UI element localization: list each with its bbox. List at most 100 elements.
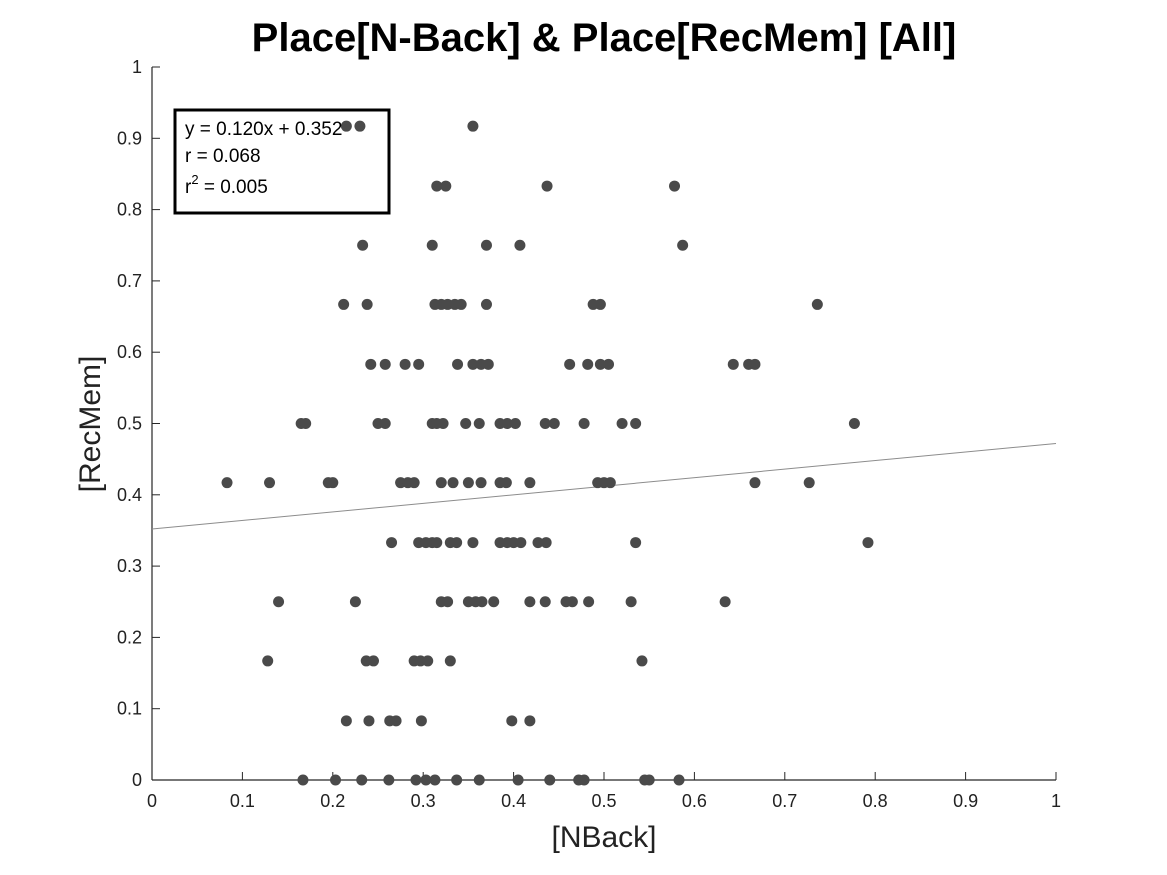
data-point [848, 418, 860, 429]
data-point [643, 774, 655, 786]
data-point [379, 358, 391, 370]
data-point [539, 418, 551, 429]
y-tick-label: 0.5 [117, 414, 142, 434]
data-point [330, 774, 342, 786]
data-point [616, 418, 628, 429]
y-tick-label: 0.2 [117, 627, 142, 647]
data-point [383, 774, 395, 786]
data-point [539, 596, 551, 608]
data-point [340, 120, 352, 132]
data-point [221, 477, 233, 489]
data-point [475, 477, 487, 489]
y-tick-label: 0.9 [117, 128, 142, 148]
data-point [386, 537, 398, 549]
data-point [524, 477, 536, 489]
data-point [476, 596, 488, 608]
stats-r2-prefix: r [185, 177, 192, 198]
data-point [862, 537, 874, 549]
data-point [420, 774, 432, 786]
data-point [467, 358, 479, 370]
data-point [451, 537, 463, 549]
data-point [379, 418, 391, 429]
data-point [564, 358, 576, 370]
data-point [630, 537, 642, 549]
data-point [361, 298, 373, 310]
data-point [544, 774, 556, 786]
data-point [447, 477, 459, 489]
stats-r-squared: r2 = 0.005 [185, 172, 268, 198]
data-point [515, 537, 527, 549]
data-point [541, 180, 553, 192]
data-point [803, 477, 815, 489]
data-point [532, 537, 544, 549]
data-point [451, 774, 463, 786]
stats-box-border [173, 108, 391, 215]
data-point [509, 418, 521, 429]
data-point [578, 774, 590, 786]
data-point [442, 596, 454, 608]
data-point [429, 774, 441, 786]
data-point [467, 537, 479, 549]
stats-r2-value: = 0.005 [199, 177, 268, 198]
data-point [300, 418, 312, 429]
data-point [444, 655, 456, 667]
data-point [480, 298, 492, 310]
y-tick-label: 0.1 [117, 699, 142, 719]
axes [151, 67, 1056, 781]
stats-r2-superscript: 2 [191, 172, 198, 187]
data-point [408, 477, 420, 489]
data-point [473, 418, 485, 429]
data-point [455, 298, 467, 310]
data-point [500, 477, 512, 489]
stats-equation: y = 0.120x + 0.352 [185, 119, 342, 140]
data-point [415, 715, 427, 727]
x-tick-label: 0.1 [230, 791, 255, 811]
x-tick-label: 0.4 [501, 791, 526, 811]
x-axis-label: [NBack] [551, 821, 656, 854]
data-point [349, 596, 361, 608]
data-point [413, 358, 425, 370]
data-point [488, 596, 500, 608]
data-point [410, 774, 422, 786]
data-point [460, 418, 472, 429]
x-tick-label: 0.8 [863, 791, 888, 811]
data-point [399, 358, 411, 370]
data-point [437, 418, 449, 429]
data-point [273, 596, 285, 608]
x-tick-label: 0.6 [682, 791, 707, 811]
x-ticks: 0 0.1 0.2 0.3 0.4 0.5 0.6 0.7 0.8 0.9 1 [147, 772, 1061, 811]
data-point [462, 477, 474, 489]
data-point [673, 774, 685, 786]
data-point [297, 774, 309, 786]
data-point [422, 655, 434, 667]
y-ticks: 0 0.1 0.2 0.3 0.4 0.5 0.6 0.7 0.8 0.9 1 [117, 57, 160, 790]
data-point [431, 180, 443, 192]
data-point [264, 477, 276, 489]
data-point [338, 298, 350, 310]
data-point [524, 596, 536, 608]
data-point [749, 358, 761, 370]
data-point [390, 715, 402, 727]
x-tick-label: 0.3 [411, 791, 436, 811]
stats-box [173, 108, 391, 215]
data-points [221, 120, 874, 786]
data-point [467, 120, 479, 132]
y-axis-label: [RecMem] [74, 356, 107, 493]
data-point [365, 358, 377, 370]
data-point [473, 774, 485, 786]
data-point [506, 715, 518, 727]
data-point [480, 239, 492, 251]
data-point [578, 418, 590, 429]
data-point [603, 358, 615, 370]
data-point [354, 120, 366, 132]
data-point [548, 418, 560, 429]
data-point [604, 477, 616, 489]
data-point [512, 774, 524, 786]
x-tick-label: 0.5 [591, 791, 616, 811]
data-point [540, 537, 552, 549]
data-point [262, 655, 274, 667]
data-point [625, 596, 637, 608]
data-point [669, 180, 681, 192]
data-point [630, 418, 642, 429]
